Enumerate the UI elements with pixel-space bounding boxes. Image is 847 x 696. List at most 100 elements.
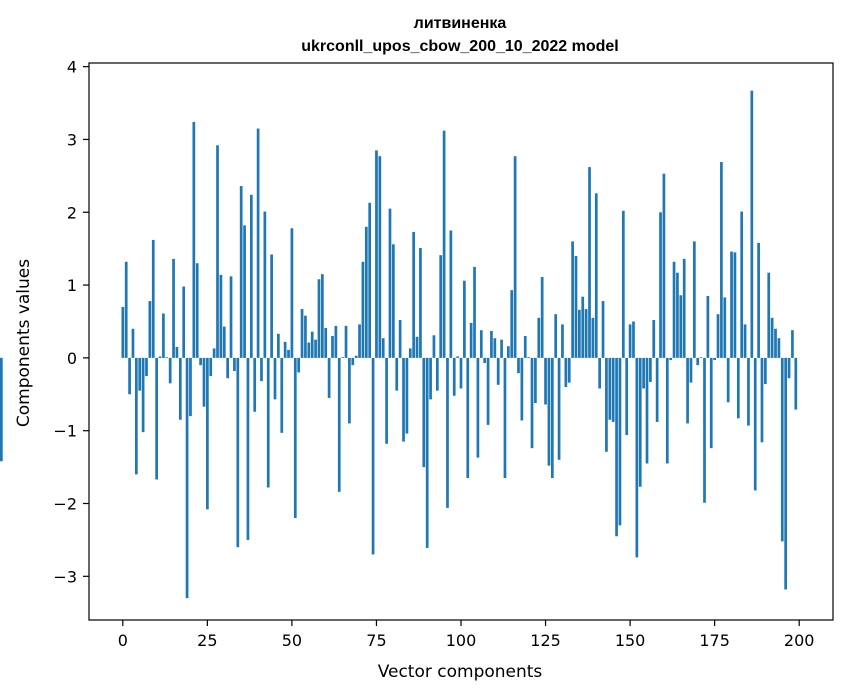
bar-130 [561, 324, 564, 358]
bar-168 [689, 357, 693, 383]
bar-6 [141, 357, 145, 433]
bar-12 [162, 313, 165, 358]
y-tick-label: 4 [67, 58, 77, 77]
bar-188 [757, 242, 760, 358]
bar-39 [253, 357, 257, 412]
bar-151 [632, 321, 635, 358]
bar-189 [760, 357, 764, 443]
bar-35 [239, 186, 243, 358]
bar-128 [554, 314, 558, 358]
bar-60 [324, 328, 328, 358]
bar-147 [618, 357, 622, 526]
bar-176 [716, 314, 720, 358]
x-tick-label: 200 [784, 631, 815, 650]
bar-195 [780, 357, 784, 542]
bar-22 [195, 263, 199, 358]
bar-82 [398, 320, 402, 358]
bar-140 [594, 193, 598, 358]
bar-2 [128, 357, 131, 395]
bar-70 [358, 324, 361, 358]
bar-16 [175, 346, 179, 358]
bar-84 [405, 357, 409, 434]
bar-174 [709, 357, 713, 449]
bar-146 [615, 357, 618, 537]
bar-92 [432, 335, 436, 358]
bar-14 [168, 357, 172, 384]
bar-38 [249, 194, 253, 358]
bar-67 [348, 357, 351, 424]
bar-155 [645, 357, 649, 464]
bar-44 [270, 254, 273, 358]
bar-45 [273, 357, 277, 400]
bar-118 [520, 357, 524, 421]
plot-area-frame [88, 62, 834, 621]
bar-158 [655, 357, 659, 422]
bar-66 [344, 325, 348, 358]
y-tick-label: −2 [53, 495, 77, 514]
bar-4 [134, 357, 138, 475]
bar-103 [469, 322, 473, 358]
bar-28 [216, 145, 219, 358]
bar-98 [452, 357, 456, 396]
bar-77 [381, 338, 385, 358]
bar-163 [672, 261, 676, 358]
bar-51 [293, 357, 297, 519]
bar-7 [145, 357, 148, 377]
bar-13 [165, 357, 169, 358]
y-tick-label: 2 [67, 203, 77, 222]
bar-24 [202, 357, 206, 407]
bar-133 [571, 241, 574, 358]
bar-101 [463, 280, 466, 358]
bar-123 [537, 317, 541, 358]
bar-27 [212, 348, 216, 358]
bar-126 [547, 357, 551, 466]
bar-83 [402, 357, 405, 442]
bar-104 [473, 266, 476, 358]
bar-198 [791, 330, 794, 358]
bar-8 [148, 301, 152, 358]
bar-169 [692, 241, 696, 358]
bar-10 [155, 357, 158, 480]
bar-69 [354, 355, 358, 358]
bar-109 [490, 330, 493, 358]
bar-97 [449, 230, 453, 358]
bar-144 [608, 357, 612, 420]
bar-58 [317, 279, 321, 358]
bar-0 [121, 306, 125, 358]
bar-127 [550, 357, 554, 479]
bar-115 [510, 290, 514, 358]
chart-title: литвиненка [414, 15, 507, 32]
bar-122 [534, 357, 537, 404]
bar-52 [297, 357, 301, 373]
bar-137 [584, 309, 588, 358]
bar-160 [662, 173, 666, 358]
bar-117 [517, 357, 520, 374]
bar-71 [361, 261, 365, 358]
bar-68 [351, 357, 355, 366]
x-tick-label: 125 [530, 631, 561, 650]
y-axis-label: Components values [14, 259, 34, 427]
bar-40 [256, 128, 260, 358]
bar-90 [425, 357, 429, 548]
bar-153 [638, 357, 642, 487]
bar-194 [777, 338, 781, 358]
bar-96 [446, 357, 449, 508]
bar-undefined [0, 357, 3, 462]
y-tick-label: −3 [53, 567, 77, 586]
bar-63 [334, 325, 338, 358]
bar-182 [736, 357, 740, 419]
bar-41 [260, 357, 263, 382]
bar-21 [192, 121, 196, 358]
bar-33 [233, 357, 236, 371]
bar-91 [429, 357, 432, 400]
bar-80 [392, 244, 395, 358]
bar-94 [439, 255, 443, 358]
bar-187 [753, 357, 757, 491]
bar-119 [523, 336, 527, 358]
bar-199 [794, 357, 798, 410]
bar-131 [564, 357, 568, 387]
bar-125 [544, 357, 547, 405]
x-tick-label: 0 [118, 631, 128, 650]
bar-105 [476, 357, 480, 458]
